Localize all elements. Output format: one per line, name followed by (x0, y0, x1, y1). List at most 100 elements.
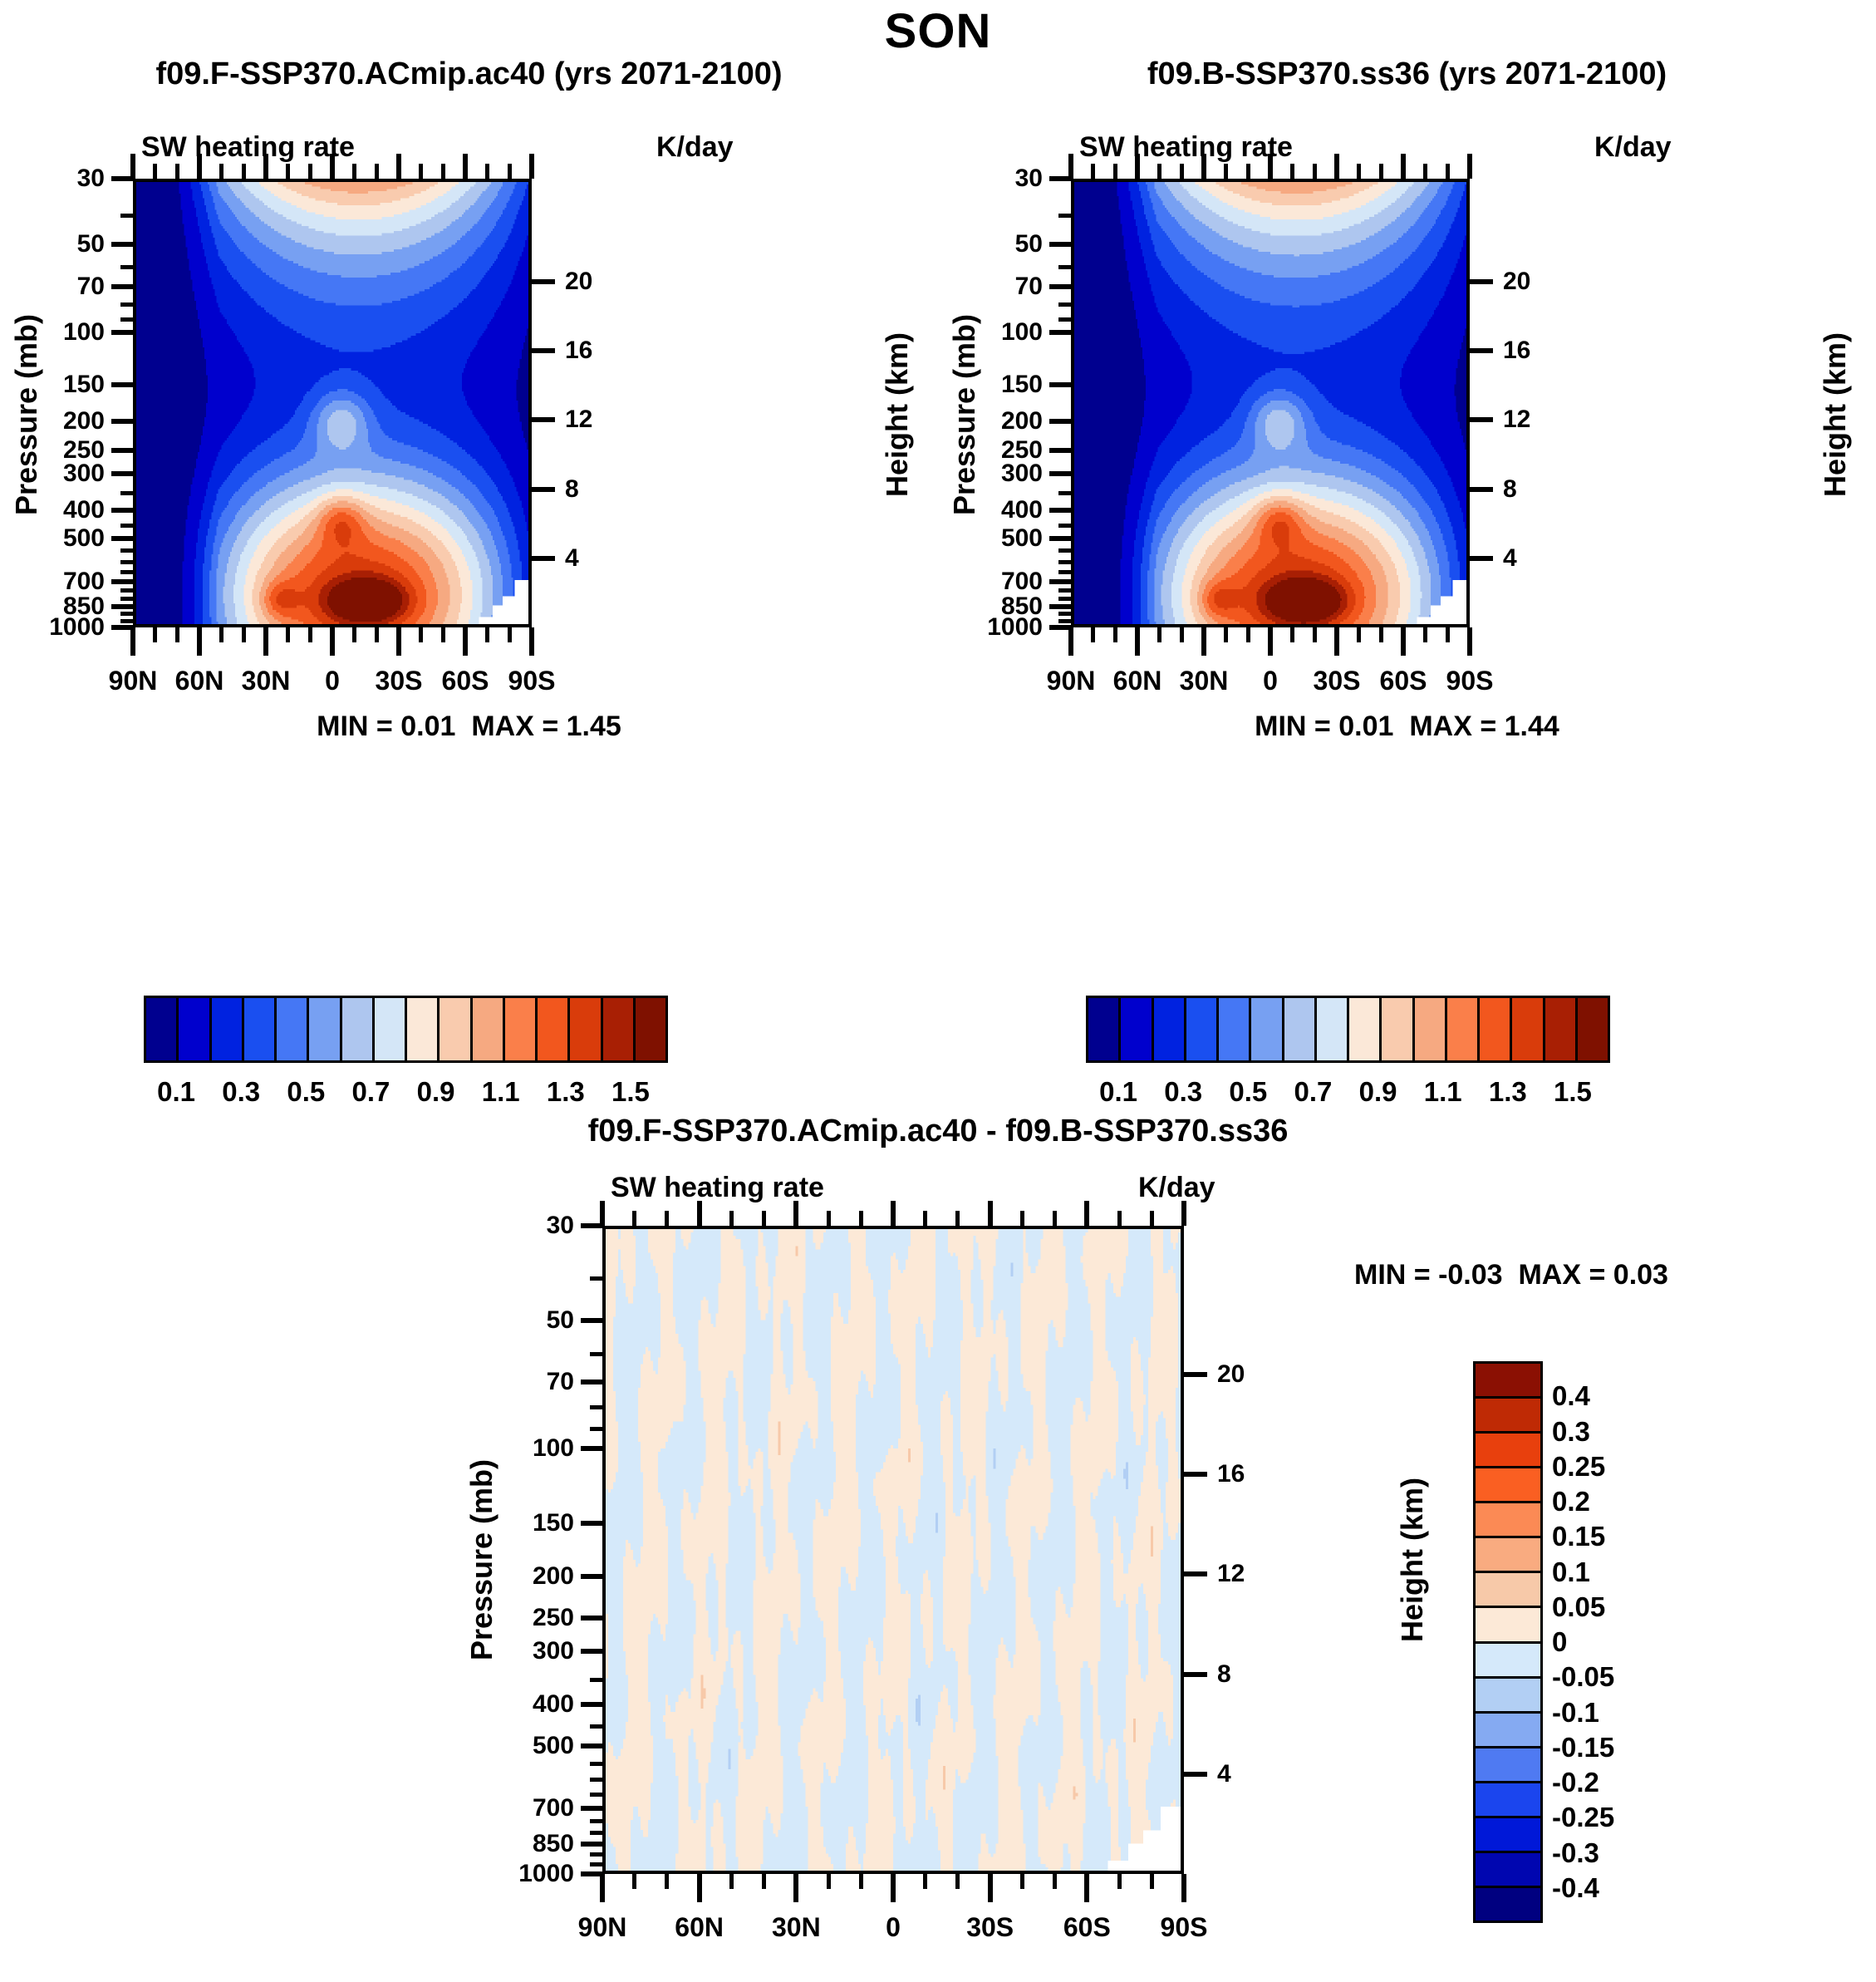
lat-major-tick (1334, 627, 1339, 656)
colorbar-tick-label: -0.4 (1552, 1871, 1599, 1903)
pressure-tick-label: 850 (62, 592, 105, 620)
lat-tick-label: 30S (375, 666, 423, 696)
colorbar-swatch[interactable] (1349, 998, 1382, 1060)
lat-minor-tick (219, 627, 224, 642)
panel-b-plot-area[interactable] (1071, 179, 1470, 627)
colorbar-tick-label: -0.3 (1552, 1837, 1599, 1868)
panel-diff-variable-label: SW heating rate (611, 1172, 824, 1203)
colorbar-swatch[interactable] (1476, 1608, 1540, 1644)
colorbar-swatch[interactable] (1476, 1852, 1540, 1888)
colorbar-swatch[interactable] (1476, 1538, 1540, 1574)
pressure-tick-label: 1000 (518, 1860, 574, 1887)
colorbar-tick-label: 0.1 (1099, 1076, 1137, 1107)
pressure-tick (581, 1521, 602, 1526)
colorbar-main-panel-b[interactable] (1086, 996, 1610, 1063)
lat-major-tick (263, 627, 268, 656)
colorbar-swatch[interactable] (1382, 998, 1415, 1060)
lat-top-major-tick (130, 154, 135, 179)
pressure-tick-label: 250 (62, 435, 105, 464)
colorbar-swatch[interactable] (179, 998, 212, 1060)
lat-top-major-tick (891, 1201, 896, 1226)
pressure-tick (581, 1317, 602, 1323)
colorbar-swatch[interactable] (1577, 998, 1608, 1060)
colorbar-swatch[interactable] (1088, 998, 1122, 1060)
colorbar-diff[interactable] (1473, 1361, 1543, 1923)
lat-top-minor-tick (1149, 1211, 1154, 1226)
lat-minor-tick (153, 627, 158, 642)
colorbar-swatch[interactable] (570, 998, 603, 1060)
colorbar-swatch[interactable] (407, 998, 440, 1060)
lat-top-minor-tick (1245, 164, 1250, 179)
panel-diff-plot-area[interactable] (602, 1226, 1184, 1874)
colorbar-swatch[interactable] (1476, 1678, 1540, 1714)
colorbar-swatch[interactable] (1476, 1643, 1540, 1679)
colorbar-tick-label: 1.5 (1554, 1076, 1592, 1107)
colorbar-swatch[interactable] (472, 998, 505, 1060)
colorbar-swatch[interactable] (1219, 998, 1252, 1060)
colorbar-swatch[interactable] (277, 998, 310, 1060)
lat-minor-tick (1117, 1874, 1122, 1889)
colorbar-swatch[interactable] (1476, 1503, 1540, 1539)
colorbar-swatch[interactable] (1512, 998, 1545, 1060)
pressure-tick (111, 507, 133, 513)
pressure-tick (111, 603, 133, 609)
colorbar-swatch[interactable] (211, 998, 244, 1060)
colorbar-swatch[interactable] (1476, 1817, 1540, 1853)
colorbar-swatch[interactable] (1545, 998, 1578, 1060)
pressure-tick-label: 400 (532, 1690, 574, 1719)
lat-major-tick (1201, 627, 1206, 656)
lat-top-minor-tick (1290, 164, 1295, 179)
height-tick-label: 8 (1217, 1660, 1231, 1688)
lat-top-minor-tick (374, 164, 379, 179)
lat-top-minor-tick (1117, 1211, 1122, 1226)
panel-diff-y2-axis-title: Height (km) (1395, 1478, 1429, 1642)
lat-minor-tick (1179, 627, 1184, 642)
colorbar-swatch[interactable] (1476, 1783, 1540, 1818)
colorbar-swatch[interactable] (1476, 1713, 1540, 1748)
lat-tick-label: 60N (174, 666, 224, 696)
pressure-tick (1049, 536, 1071, 542)
colorbar-swatch[interactable] (1153, 998, 1186, 1060)
lat-top-minor-tick (286, 164, 291, 179)
colorbar-swatch[interactable] (1476, 1573, 1540, 1609)
lat-major-tick (696, 1874, 702, 1902)
colorbar-swatch[interactable] (1251, 998, 1284, 1060)
colorbar-swatch[interactable] (1476, 1468, 1540, 1504)
height-tick (1184, 1472, 1207, 1478)
colorbar-swatch[interactable] (1480, 998, 1513, 1060)
lat-minor-tick (1245, 627, 1250, 642)
colorbar-tick-label: 1.5 (611, 1076, 650, 1107)
colorbar-swatch[interactable] (309, 998, 342, 1060)
colorbar-swatch[interactable] (1476, 1399, 1540, 1434)
colorbar-swatch[interactable] (243, 998, 277, 1060)
pressure-minor-tick (590, 1862, 602, 1867)
height-tick (532, 417, 555, 423)
panel-diff-max-value: 0.03 (1613, 1259, 1668, 1291)
colorbar-swatch[interactable] (635, 998, 665, 1060)
colorbar-swatch[interactable] (602, 998, 636, 1060)
colorbar-swatch[interactable] (440, 998, 473, 1060)
colorbar-swatch[interactable] (1121, 998, 1154, 1060)
panel-a-plot-area[interactable] (133, 179, 532, 627)
contour-field (1074, 182, 1466, 624)
colorbar-swatch[interactable] (1476, 1748, 1540, 1783)
lat-top-minor-tick (1312, 164, 1317, 179)
colorbar-swatch[interactable] (504, 998, 538, 1060)
colorbar-swatch[interactable] (1476, 1434, 1540, 1469)
colorbar-main-panel-a[interactable] (144, 996, 668, 1063)
colorbar-swatch[interactable] (1186, 998, 1219, 1060)
colorbar-swatch[interactable] (341, 998, 375, 1060)
pressure-tick-label: 100 (532, 1434, 574, 1462)
colorbar-swatch[interactable] (1446, 998, 1480, 1060)
colorbar-swatch[interactable] (374, 998, 407, 1060)
colorbar-swatch[interactable] (1316, 998, 1349, 1060)
colorbar-swatch[interactable] (1476, 1887, 1540, 1921)
lat-major-tick (1068, 627, 1073, 656)
colorbar-swatch[interactable] (1476, 1364, 1540, 1399)
colorbar-swatch[interactable] (1284, 998, 1317, 1060)
lat-tick-label: 60N (1112, 666, 1162, 696)
height-tick-label: 20 (565, 267, 593, 295)
colorbar-swatch[interactable] (1414, 998, 1447, 1060)
colorbar-swatch[interactable] (146, 998, 179, 1060)
colorbar-swatch[interactable] (538, 998, 571, 1060)
